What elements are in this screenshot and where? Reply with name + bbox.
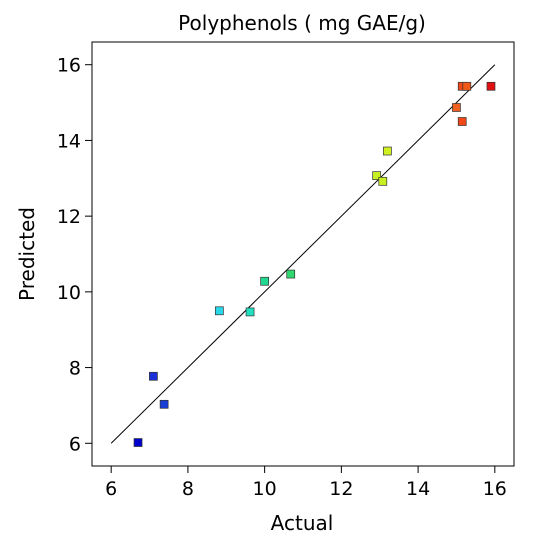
x-tick-label: 16 bbox=[483, 478, 507, 500]
data-point bbox=[383, 146, 392, 156]
data-points bbox=[133, 81, 496, 447]
data-point bbox=[378, 176, 388, 186]
plot-frame bbox=[91, 41, 515, 467]
data-point bbox=[452, 103, 461, 112]
y-tick-label: 8 bbox=[69, 358, 81, 380]
data-point bbox=[457, 117, 467, 126]
x-tick-label: 14 bbox=[406, 478, 430, 500]
y-axis-label: Predicted bbox=[15, 207, 39, 301]
data-point bbox=[215, 306, 224, 316]
data-point bbox=[149, 371, 158, 381]
data-point bbox=[286, 269, 296, 279]
data-point bbox=[245, 307, 255, 317]
x-tick-label: 12 bbox=[329, 478, 353, 500]
data-point bbox=[260, 276, 269, 286]
x-tick-label: 6 bbox=[105, 478, 117, 500]
axis-ticks: 6 8 10 12 14 16 6 8 10 12 14 16 bbox=[57, 55, 507, 500]
y-tick-label: 10 bbox=[57, 282, 81, 304]
data-point bbox=[372, 171, 382, 180]
x-axis-label: Actual bbox=[271, 511, 334, 535]
y-tick-label: 16 bbox=[57, 55, 81, 77]
data-point bbox=[159, 399, 169, 409]
data-point bbox=[133, 438, 143, 447]
data-point bbox=[486, 81, 496, 91]
y-tick-label: 14 bbox=[57, 130, 81, 152]
x-tick-label: 10 bbox=[253, 478, 277, 500]
y-tick-label: 6 bbox=[69, 433, 81, 455]
data-point bbox=[462, 81, 472, 91]
reference-line bbox=[110, 64, 496, 444]
x-tick-label: 8 bbox=[182, 478, 194, 500]
chart-title: Polyphenols ( mg GAE/g) bbox=[178, 11, 426, 35]
y-tick-label: 12 bbox=[57, 206, 81, 228]
